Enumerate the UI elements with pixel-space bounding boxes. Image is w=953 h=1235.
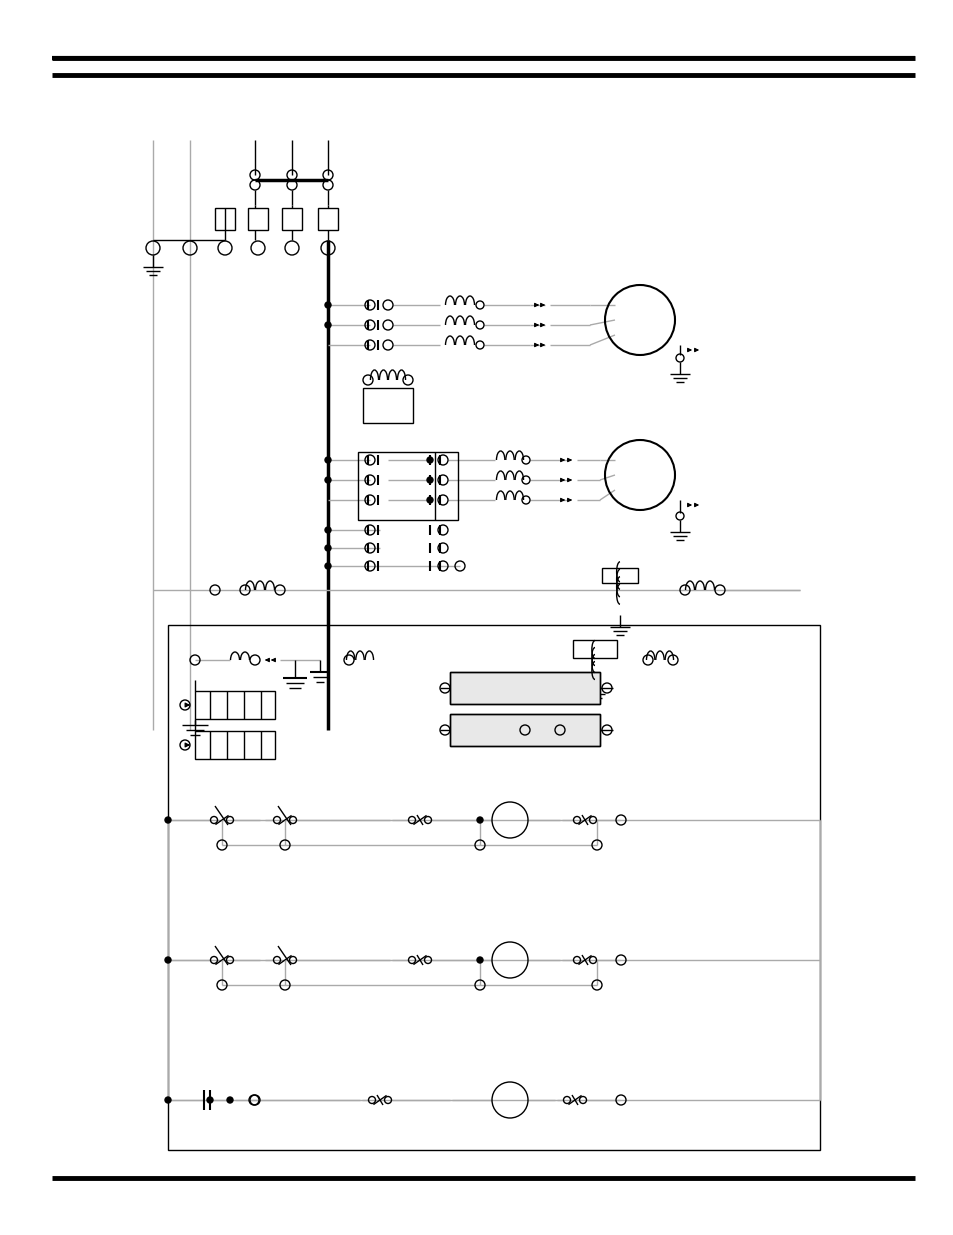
Circle shape [427,457,433,463]
Bar [317,207,337,230]
Bar [450,714,599,746]
Circle shape [427,477,433,483]
Circle shape [325,527,331,534]
Bar [573,640,617,658]
Bar [194,731,274,760]
Bar [450,714,599,746]
Bar [214,207,234,230]
Bar [357,452,457,520]
Circle shape [165,818,171,823]
Bar [282,207,302,230]
Circle shape [325,477,331,483]
Bar [601,568,638,583]
Circle shape [325,303,331,308]
Bar [194,692,274,719]
Bar [450,672,599,704]
Circle shape [476,957,482,963]
Circle shape [207,1097,213,1103]
Circle shape [325,457,331,463]
Circle shape [325,563,331,569]
Bar [363,388,413,424]
Circle shape [227,1097,233,1103]
Circle shape [325,545,331,551]
Bar [248,207,268,230]
Bar [168,625,820,1150]
Circle shape [476,818,482,823]
Bar [450,672,599,704]
Circle shape [427,496,433,503]
Circle shape [165,957,171,963]
Circle shape [325,322,331,329]
Circle shape [165,1097,171,1103]
